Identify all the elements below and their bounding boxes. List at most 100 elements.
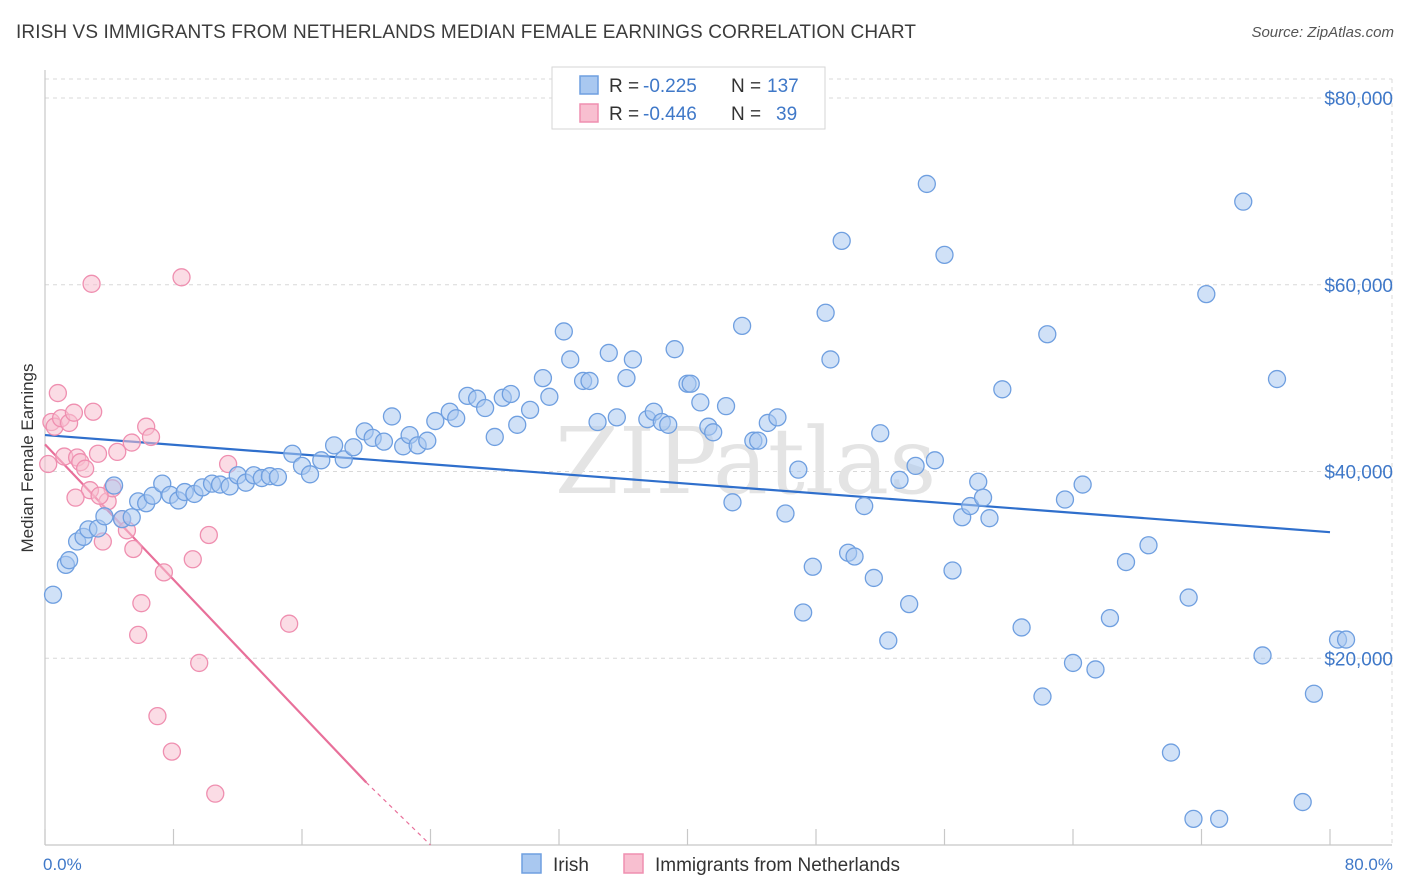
netherlands-point-20 xyxy=(124,539,143,559)
irish-point-80 xyxy=(749,431,768,450)
source-label: Source: ZipAtlas.com xyxy=(1251,24,1394,41)
irish-point-52 xyxy=(501,384,520,404)
netherlands-point-3 xyxy=(48,383,67,403)
irish-point-82 xyxy=(768,408,787,427)
irish-point-125 xyxy=(1253,646,1272,665)
netherlands-point-38 xyxy=(66,488,85,507)
irish-point-2 xyxy=(59,551,79,570)
irish-point-100 xyxy=(925,451,945,470)
irish-point-124 xyxy=(1234,192,1253,211)
trend-line-irish xyxy=(44,433,1331,534)
irish-point-44 xyxy=(426,411,445,431)
irish-point-94 xyxy=(871,424,890,443)
irish-point-50 xyxy=(485,427,504,447)
netherlands-point-36 xyxy=(82,274,101,293)
irish-point-95 xyxy=(879,631,898,650)
irish-point-93 xyxy=(864,568,883,588)
irish-point-101 xyxy=(935,245,954,265)
irish-point-38 xyxy=(374,432,394,451)
irish-point-130 xyxy=(1336,630,1356,649)
irish-point-127 xyxy=(1293,792,1312,812)
irish-point-102 xyxy=(943,561,962,580)
x-tick-label-0: 0.0% xyxy=(43,855,82,874)
irish-point-69 xyxy=(659,415,678,434)
netherlands-point-0 xyxy=(39,454,58,474)
netherlands-point-37 xyxy=(90,486,109,505)
irish-point-46 xyxy=(447,409,466,428)
irish-point-0 xyxy=(43,585,63,604)
y-tick-labels: $20,000 $40,000 $60,000 $80,000 xyxy=(1324,89,1393,670)
irish-point-35 xyxy=(344,438,363,457)
legend-n-value-netherlands: 39 xyxy=(776,104,797,125)
irish-point-70 xyxy=(665,340,684,359)
netherlands-point-25 xyxy=(148,706,167,726)
irish-point-13 xyxy=(143,486,162,505)
irish-point-112 xyxy=(1055,490,1075,509)
netherlands-point-12 xyxy=(84,402,103,421)
irish-point-61 xyxy=(588,412,607,432)
y-tick-label-3: $80,000 xyxy=(1324,89,1393,110)
irish-points xyxy=(43,174,1356,829)
irish-point-76 xyxy=(716,396,736,416)
y-tick-label-0: $20,000 xyxy=(1324,649,1393,670)
netherlands-point-13 xyxy=(88,444,108,463)
irish-point-39 xyxy=(382,407,402,426)
irish-point-85 xyxy=(794,603,813,622)
irish-point-122 xyxy=(1197,284,1216,304)
irish-point-56 xyxy=(540,387,559,406)
correlation-legend: R = -0.225 N = 137 R = -0.446 N = 39 xyxy=(551,66,826,130)
irish-point-54 xyxy=(520,400,540,420)
netherlands-point-30 xyxy=(190,653,209,673)
irish-point-63 xyxy=(607,408,626,427)
legend-r-label-netherlands: R = xyxy=(609,104,639,125)
legend-r-value-irish: -0.225 xyxy=(643,76,697,97)
irish-point-75 xyxy=(704,423,723,442)
bottom-legend-swatch-netherlands xyxy=(623,853,644,874)
irish-point-128 xyxy=(1304,684,1324,703)
irish-point-34 xyxy=(334,450,353,469)
irish-point-86 xyxy=(803,557,822,576)
x-tick-labels: 0.0% 80.0% xyxy=(43,855,1393,874)
y-tick-label-1: $40,000 xyxy=(1324,463,1393,484)
irish-point-28 xyxy=(268,467,288,487)
irish-point-7 xyxy=(95,507,114,526)
irish-point-88 xyxy=(821,350,840,369)
legend-swatch-netherlands xyxy=(579,103,599,123)
irish-point-31 xyxy=(300,465,320,484)
netherlands-point-27 xyxy=(162,742,182,761)
irish-point-84 xyxy=(789,460,808,479)
irish-point-8 xyxy=(104,476,124,495)
irish-point-53 xyxy=(508,415,527,434)
irish-point-87 xyxy=(816,303,835,322)
irish-point-32 xyxy=(312,451,331,470)
netherlands-point-35 xyxy=(122,433,141,452)
irish-point-64 xyxy=(617,368,636,388)
irish-point-105 xyxy=(969,472,988,491)
irish-point-91 xyxy=(845,547,864,566)
irish-point-111 xyxy=(1038,325,1057,344)
irish-point-98 xyxy=(906,456,925,476)
irish-point-117 xyxy=(1116,552,1136,572)
irish-point-109 xyxy=(1012,618,1031,637)
irish-point-89 xyxy=(832,231,851,251)
irish-point-77 xyxy=(723,493,742,512)
irish-point-57 xyxy=(554,322,573,341)
irish-point-114 xyxy=(1073,475,1092,494)
irish-point-60 xyxy=(580,371,599,391)
netherlands-point-28 xyxy=(172,268,191,287)
irish-point-78 xyxy=(732,316,752,335)
bottom-legend-label-netherlands: Immigrants from Netherlands xyxy=(655,855,900,876)
bottom-legend-swatch-irish xyxy=(521,853,542,874)
bottom-legend-label-irish: Irish xyxy=(553,855,589,876)
irish-point-106 xyxy=(973,488,993,507)
netherlands-point-17 xyxy=(108,442,127,462)
irish-point-123 xyxy=(1210,809,1229,829)
irish-point-99 xyxy=(917,174,936,194)
irish-point-29 xyxy=(283,444,302,463)
irish-point-10 xyxy=(122,508,141,527)
legend-n-label-irish: N = xyxy=(731,76,761,97)
irish-point-33 xyxy=(324,436,344,455)
irish-point-115 xyxy=(1086,660,1105,679)
irish-point-73 xyxy=(691,393,710,412)
